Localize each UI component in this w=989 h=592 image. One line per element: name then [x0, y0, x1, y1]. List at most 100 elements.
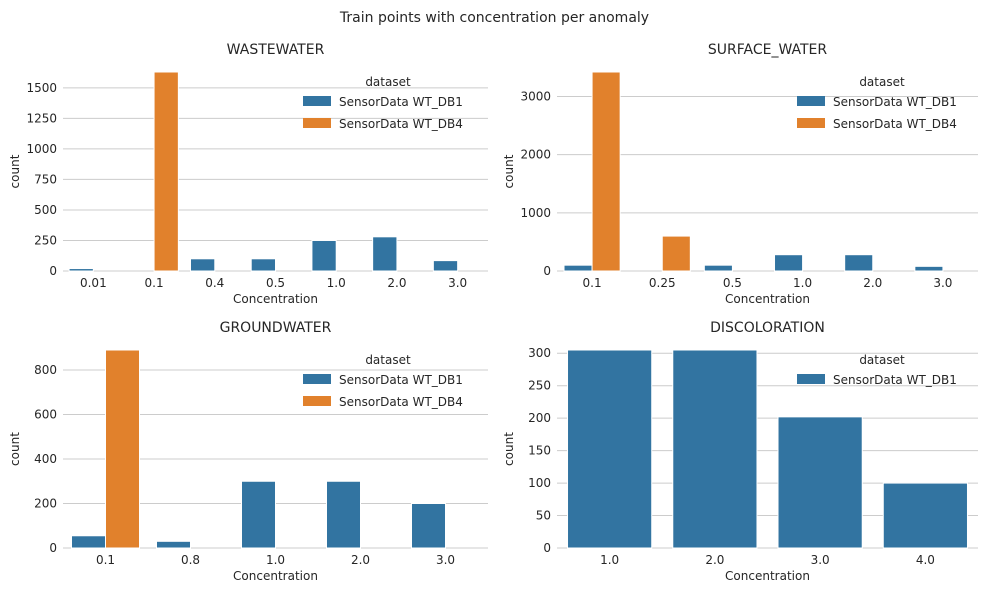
- legend: dataset SensorData WT_DB1 SensorData WT_DB…: [303, 75, 463, 131]
- y-axis-label: count: [502, 154, 516, 188]
- y-tick-label: 800: [34, 363, 57, 377]
- y-tick-label: 600: [34, 408, 57, 422]
- y-tick-label: 300: [528, 346, 551, 360]
- x-axis-label: Concentration: [725, 569, 810, 583]
- y-tick-label: 500: [34, 203, 57, 217]
- x-tick-label: 2.0: [387, 276, 406, 290]
- legend-swatch: [797, 374, 825, 384]
- y-tick-label: 1000: [26, 142, 57, 156]
- subplot-title: DISCOLORATION: [710, 320, 825, 336]
- bar: [882, 482, 968, 549]
- legend-entry: SensorData WT_DB1: [833, 95, 957, 109]
- bar: [672, 349, 758, 549]
- bar: [372, 236, 398, 272]
- legend-title: dataset: [859, 353, 905, 367]
- x-tick-label: 1.0: [600, 553, 619, 567]
- bar: [774, 254, 804, 272]
- bar: [914, 265, 944, 272]
- bar: [703, 264, 733, 272]
- subplot-title: SURFACE_WATER: [708, 42, 828, 58]
- x-tick-label: 1.0: [266, 553, 285, 567]
- y-tick-label: 200: [528, 411, 551, 425]
- subplot-wastewater: WASTEWATER 0 250 500 750 1000 1250 1500 0.01 0.1 0…: [8, 42, 488, 306]
- subplot-surface-water: SURFACE_WATER 0 1000 2000 3000 0.1 0.25 0.5 1.0 2…: [502, 42, 978, 306]
- legend-entry: SensorData WT_DB4: [833, 117, 957, 131]
- y-tick-label: 1000: [520, 206, 551, 220]
- y-tick-label: 0: [49, 264, 57, 278]
- y-axis-label: count: [8, 432, 22, 466]
- bar: [71, 535, 106, 549]
- x-tick-label: 0.1: [145, 276, 164, 290]
- bar: [432, 260, 459, 272]
- x-tick-label: 2.0: [351, 553, 370, 567]
- bar: [153, 71, 179, 272]
- x-axis-label: Concentration: [233, 292, 318, 306]
- legend-title: dataset: [859, 75, 905, 89]
- y-tick-label: 1500: [26, 81, 57, 95]
- y-tick-label: 0: [543, 541, 551, 555]
- x-tick-label: 0.5: [266, 276, 285, 290]
- y-tick-label: 200: [34, 497, 57, 511]
- y-tick-label: 1250: [26, 111, 57, 125]
- x-tick-label: 3.0: [811, 553, 830, 567]
- legend-title: dataset: [365, 75, 411, 89]
- subplot-title: GROUNDWATER: [220, 320, 332, 336]
- bar: [661, 235, 691, 272]
- y-axis-label: count: [502, 432, 516, 466]
- bar: [567, 349, 653, 549]
- y-tick-label: 2000: [520, 148, 551, 162]
- y-tick-label: 100: [528, 476, 551, 490]
- x-tick-label: 2.0: [863, 276, 882, 290]
- bar: [105, 349, 140, 549]
- legend-swatch: [303, 374, 331, 384]
- x-tick-label: 3.0: [436, 553, 455, 567]
- bar: [190, 258, 216, 272]
- legend: dataset SensorData WT_DB1 SensorData WT_DB…: [797, 75, 957, 131]
- y-tick-label: 250: [528, 379, 551, 393]
- bar: [241, 480, 276, 549]
- bar: [777, 416, 863, 549]
- legend-title: dataset: [365, 353, 411, 367]
- legend-entry: SensorData WT_DB4: [339, 117, 463, 131]
- bar: [68, 268, 94, 272]
- legend-entry: SensorData WT_DB1: [339, 95, 463, 109]
- bar: [156, 540, 191, 549]
- bar: [591, 71, 621, 272]
- y-tick-label: 50: [536, 509, 551, 523]
- x-tick-label: 3.0: [933, 276, 952, 290]
- subplot-title: WASTEWATER: [227, 42, 325, 58]
- legend-entry: SensorData WT_DB4: [339, 395, 463, 409]
- x-tick-label: 0.4: [205, 276, 224, 290]
- x-tick-label: 0.01: [80, 276, 107, 290]
- subplot-discoloration: DISCOLORATION 0 50 100 150 200 250 300 1.0 2.0 3.0…: [502, 320, 978, 583]
- x-axis-label: Concentration: [233, 569, 318, 583]
- bar: [326, 480, 361, 549]
- legend-swatch: [303, 96, 331, 106]
- bar: [311, 239, 337, 272]
- bar: [844, 254, 874, 272]
- x-tick-label: 0.25: [649, 276, 676, 290]
- x-axis-label: Concentration: [725, 292, 810, 306]
- y-tick-label: 400: [34, 452, 57, 466]
- x-tick-label: 2.0: [705, 553, 724, 567]
- x-tick-label: 0.8: [181, 553, 200, 567]
- bar: [563, 264, 593, 272]
- x-tick-label: 4.0: [916, 553, 935, 567]
- y-tick-label: 750: [34, 172, 57, 186]
- subplot-groundwater: GROUNDWATER 0 200 400 600 800 0.1 0.8 1.0 2.0 3.0 C…: [8, 320, 488, 583]
- x-tick-label: 3.0: [448, 276, 467, 290]
- legend: dataset SensorData WT_DB1 SensorData WT_DB…: [303, 353, 463, 409]
- y-tick-label: 150: [528, 444, 551, 458]
- legend-swatch: [797, 96, 825, 106]
- x-tick-label: 1.0: [793, 276, 812, 290]
- legend-swatch: [303, 118, 331, 128]
- legend-entry: SensorData WT_DB1: [833, 373, 957, 387]
- y-tick-label: 0: [49, 541, 57, 555]
- x-tick-label: 0.1: [583, 276, 602, 290]
- bar: [250, 258, 276, 272]
- x-tick-label: 1.0: [327, 276, 346, 290]
- bar: [411, 503, 446, 549]
- legend-swatch: [797, 118, 825, 128]
- y-tick-label: 0: [543, 264, 551, 278]
